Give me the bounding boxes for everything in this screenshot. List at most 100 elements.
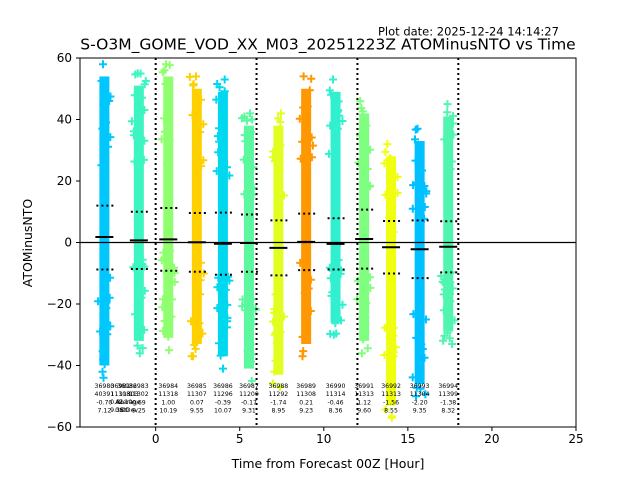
- group-stat-label: -0.46: [328, 399, 344, 406]
- y-tick-label: 20: [57, 174, 72, 188]
- plus-markers: [408, 124, 431, 401]
- plus-markers: [238, 109, 260, 385]
- group-stat-label: 11313: [381, 391, 401, 398]
- group-stat-label: -1.74: [270, 399, 286, 406]
- plus-markers: [324, 75, 347, 339]
- overlay: [80, 58, 576, 427]
- overlap-stat-label: 9.36: [110, 407, 124, 414]
- y-tick-label: 0: [64, 236, 72, 250]
- series-group-5: [212, 75, 234, 373]
- plus-markers: [185, 72, 208, 361]
- series-group-8: [295, 72, 317, 361]
- group-stat-label: -0.70: [96, 399, 112, 406]
- group-stat-label: 11292: [269, 391, 289, 398]
- group-stat-label: 36988: [269, 383, 289, 390]
- y-axis-label: ATOMinusNTO: [20, 199, 35, 288]
- x-tick-label: 25: [568, 432, 583, 446]
- data-band: [133, 85, 144, 341]
- group-stat-label: 8.95: [272, 408, 286, 415]
- data-band: [359, 113, 370, 341]
- chart-title: S-O3M_GOME_VOD_XX_M03_20251223Z ATOMinus…: [80, 36, 575, 55]
- plus-markers: [380, 140, 402, 422]
- group-stat-label: 36993: [410, 383, 430, 390]
- overlap-stat-label: Average: [115, 399, 141, 406]
- group-stat-label: 36991: [354, 383, 374, 390]
- series-group-7: [268, 109, 288, 391]
- data-band: [301, 88, 312, 344]
- group-stat-label: 0.69: [132, 399, 146, 406]
- group-stat-label: 11296: [213, 391, 233, 398]
- plot-area: [94, 60, 459, 422]
- group-stat-label: 9.55: [190, 408, 204, 415]
- x-tick-label: 5: [236, 432, 244, 446]
- group-stat-label: 11200: [239, 391, 259, 398]
- group-stat-label: -0.39: [215, 399, 231, 406]
- data-band: [386, 156, 397, 406]
- overlap-stat-label: StDev: [119, 407, 138, 414]
- group-stat-label: 9.60: [357, 408, 371, 415]
- series-group-12: [408, 124, 431, 401]
- overlap-stat-label: 11303: [119, 391, 139, 398]
- data-band: [243, 125, 254, 369]
- group-stat-label: 8.55: [384, 408, 398, 415]
- plus-markers: [94, 60, 115, 382]
- group-stat-label: -2.20: [412, 399, 428, 406]
- data-band: [273, 125, 284, 375]
- group-stat-label: 8.36: [329, 408, 343, 415]
- group-stat-label: 11304: [410, 391, 430, 398]
- group-stat-label: 0.07: [190, 399, 204, 406]
- group-stat-label: 36984: [158, 383, 178, 390]
- group-stat-label: 0.21: [299, 399, 313, 406]
- overlap-stat-label: 11308: [111, 391, 131, 398]
- group-stat-label: 7.12: [97, 408, 111, 415]
- series-group-1: [94, 60, 115, 382]
- y-tick-label: 60: [57, 51, 72, 65]
- plus-markers: [437, 100, 459, 348]
- group-stat-label: 11307: [187, 391, 207, 398]
- group-stat-label: 36992: [381, 383, 401, 390]
- series-group-13: [437, 100, 459, 348]
- x-tick-label: 20: [484, 432, 499, 446]
- y-tick-label: −20: [47, 297, 72, 311]
- group-stat-label: 11318: [158, 391, 178, 398]
- group-stat-label: 36990: [326, 383, 346, 390]
- group-stat-label: 10.19: [159, 408, 177, 415]
- plus-markers: [157, 60, 179, 355]
- group-stat-label: 36983: [129, 383, 149, 390]
- overlap-stat-label: 36981: [111, 383, 131, 390]
- group-stat-label: 10.07: [214, 408, 232, 415]
- plot-date: Plot date: 2025-12-24 14:14:27: [378, 25, 559, 39]
- series-group-9: [324, 75, 347, 339]
- y-tick-label: 40: [57, 113, 72, 127]
- group-stat-label: 36980: [95, 383, 115, 390]
- group-stat-label: 36994: [438, 383, 458, 390]
- group-stat-label: 40391: [95, 391, 115, 398]
- overlap-stat-label: 36982: [117, 383, 137, 390]
- group-stat-label: -0.17: [241, 399, 257, 406]
- overlap-stat-label: 0.00: [115, 407, 129, 414]
- data-band: [414, 141, 425, 384]
- plus-markers: [295, 72, 317, 361]
- group-stat-label: 36989: [296, 383, 316, 390]
- plus-markers: [127, 69, 150, 358]
- x-tick-label: 15: [400, 432, 415, 446]
- group-stat-label: 9.35: [413, 408, 427, 415]
- group-stat-label: 8.32: [441, 408, 455, 415]
- group-stat-label: 9.31: [242, 408, 256, 415]
- plus-markers: [353, 97, 375, 358]
- series-group-6: [238, 109, 260, 385]
- group-stat-label: 11308: [296, 391, 316, 398]
- y-tick-label: −60: [47, 420, 72, 434]
- group-stat-label: 36987: [239, 383, 259, 390]
- group-stat-label: -1.38: [440, 399, 456, 406]
- group-stat-label: 1.00: [161, 399, 175, 406]
- plus-markers: [268, 109, 288, 391]
- data-band: [330, 91, 341, 323]
- y-tick-label: −40: [47, 359, 72, 373]
- x-axis-label: Time from Forecast 00Z [Hour]: [231, 456, 425, 471]
- x-tick-label: 10: [316, 432, 331, 446]
- data-band: [99, 76, 110, 366]
- series-group-4: [185, 72, 208, 361]
